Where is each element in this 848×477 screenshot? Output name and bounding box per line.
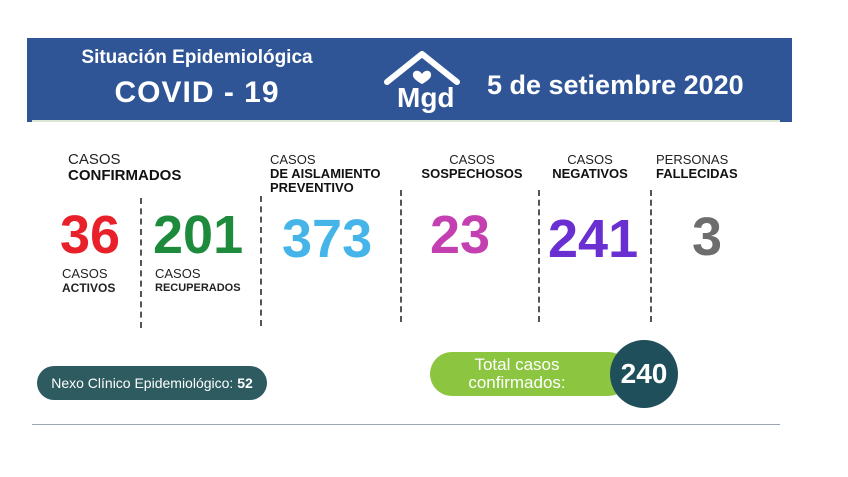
activos-value: 36 [60,205,121,265]
confirmados-label: CASOS CONFIRMADOS [68,151,182,184]
divider [260,196,262,326]
logo-text: Mgd [397,82,455,113]
nexo-label: Nexo Clínico Epidemiológico: [51,375,234,391]
total-label: Total casos confirmados: [468,355,566,392]
divider [400,190,402,322]
top-divider [32,120,780,122]
total-pill [430,352,630,396]
divider [538,190,540,322]
aislamiento-label: CASOS DE AISLAMIENTO PREVENTIVO [270,152,381,195]
nexo-value: 52 [237,375,253,391]
house-heart-icon [384,51,460,85]
bottom-divider [32,424,780,425]
header-title: Situación Epidemiológica [81,47,313,68]
recuperados-label: CASOS RECUPERADOS [155,266,241,295]
report-date: 5 de setiembre 2020 [487,70,744,100]
sospechosos-value: 23 [430,205,491,265]
header-banner: Situación Epidemiológica COVID - 19 Mgd … [27,38,792,122]
divider [650,190,652,322]
fallecidas-label: PERSONAS FALLECIDAS [656,152,738,181]
fallecidas-value: 3 [692,207,723,267]
nexo-badge: Nexo Clínico Epidemiológico: 52 [37,366,267,400]
recuperados-value: 201 [153,205,244,265]
negativos-label: CASOS NEGATIVOS [552,152,628,181]
aislamiento-value: 373 [282,209,373,269]
activos-label: CASOS ACTIVOS [62,266,116,296]
header-subtitle: COVID - 19 [114,76,280,109]
negativos-value: 241 [548,209,639,269]
divider [140,198,142,328]
sospechosos-label: CASOS SOSPECHOSOS [421,152,523,181]
total-value: 240 [610,340,678,408]
